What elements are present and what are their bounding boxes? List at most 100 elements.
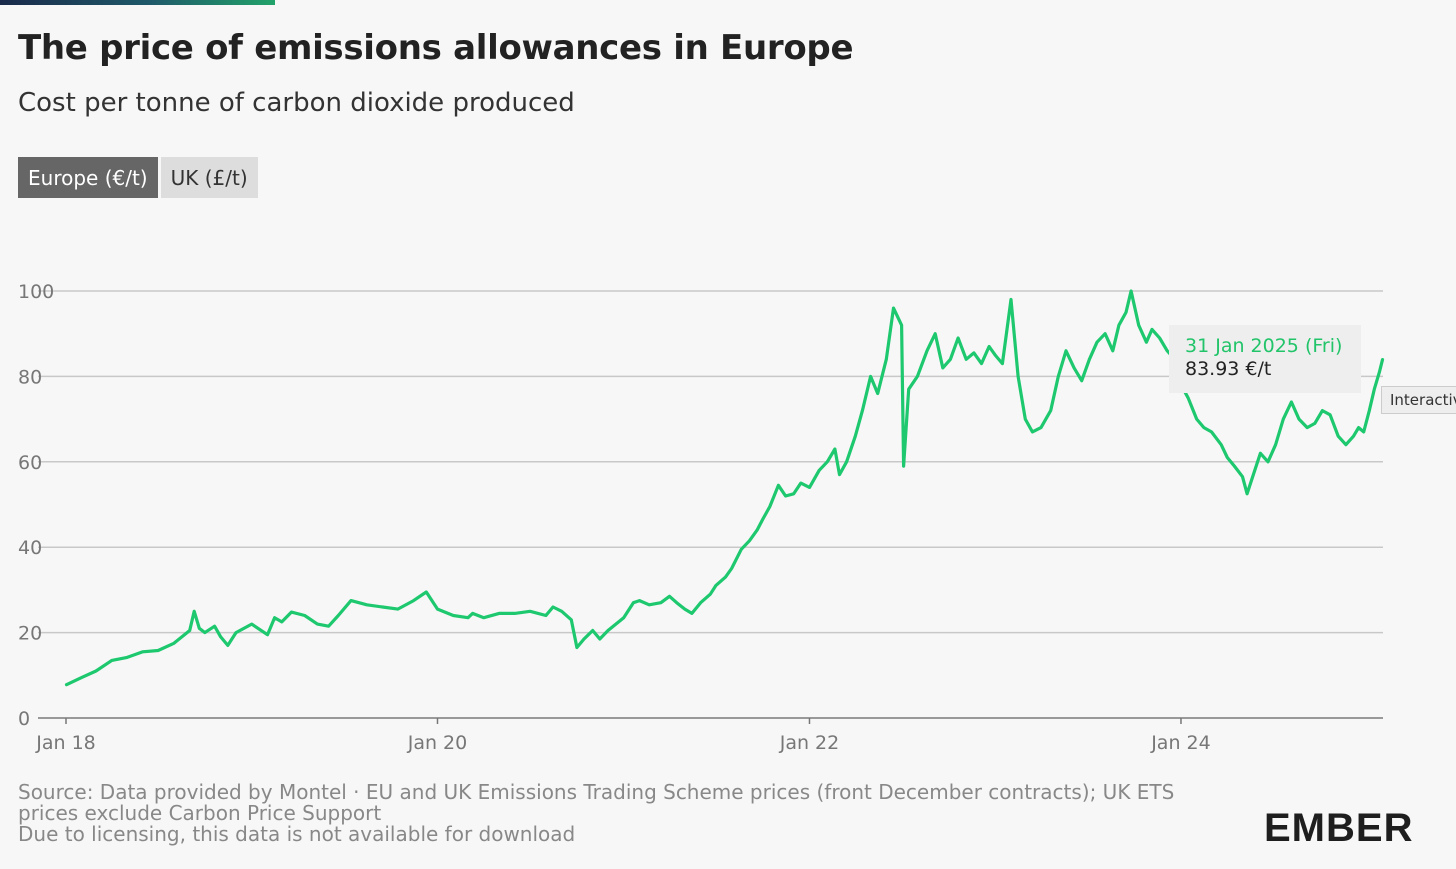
- data-point: [1016, 375, 1020, 378]
- data-point: [1226, 456, 1229, 459]
- data-point: [648, 603, 651, 606]
- data-point: [1321, 409, 1324, 412]
- data-point: [799, 481, 802, 485]
- data-point: [219, 635, 222, 639]
- interactive-badge[interactable]: Interactive: [1381, 386, 1456, 414]
- licensing-text: Due to licensing, this data is not avail…: [18, 822, 576, 846]
- data-point: [466, 616, 470, 619]
- data-point: [381, 605, 384, 609]
- data-point: [808, 486, 811, 489]
- y-tick-label-80: 80: [18, 366, 42, 388]
- tooltip-date: 31 Jan 2025 (Fri): [1185, 335, 1343, 357]
- data-point: [1210, 430, 1213, 434]
- data-point: [925, 349, 929, 352]
- data-point: [1274, 443, 1277, 446]
- data-point: [1352, 435, 1355, 438]
- data-point: [80, 676, 84, 679]
- source-note: Source: Data provided by Montel · EU and…: [18, 782, 1218, 845]
- data-point: [570, 618, 573, 621]
- data-point: [833, 447, 837, 451]
- source-text: Source: Data provided by Montel · EU and…: [18, 780, 1175, 825]
- data-point: [941, 366, 944, 370]
- tab-uk[interactable]: UK (£/t): [160, 157, 258, 198]
- data-point: [156, 649, 160, 652]
- data-point: [1337, 435, 1340, 438]
- data-point: [188, 629, 191, 632]
- data-point: [396, 607, 399, 611]
- x-tick-label-3: Jan 24: [1150, 732, 1211, 754]
- data-point: [861, 409, 864, 412]
- data-point: [1362, 430, 1365, 434]
- y-tick-label-100: 100: [18, 281, 54, 303]
- data-point: [892, 306, 895, 310]
- data-point: [690, 612, 694, 615]
- data-point: [1297, 417, 1301, 421]
- chart-subtitle: Cost per tonne of carbon dioxide produce…: [18, 88, 575, 118]
- tooltip-value: 83.93 €/t: [1185, 358, 1272, 380]
- data-point: [1259, 452, 1262, 455]
- data-point: [1124, 311, 1128, 314]
- data-point: [425, 590, 428, 594]
- data-point: [1245, 492, 1249, 495]
- data-point: [900, 324, 903, 327]
- data-point: [125, 656, 129, 659]
- data-point: [632, 601, 635, 604]
- data-point: [226, 644, 229, 647]
- data-point: [266, 633, 269, 636]
- data-point: [1145, 341, 1148, 344]
- data-point: [544, 614, 548, 617]
- data-point: [972, 351, 976, 355]
- data-point: [838, 473, 841, 476]
- hover-tooltip: 31 Jan 2025 (Fri) 83.93 €/t: [1169, 325, 1361, 393]
- data-point: [916, 375, 919, 378]
- y-axis: 0 20 40 60 80 100: [18, 281, 54, 730]
- data-point: [1057, 375, 1060, 378]
- data-point: [622, 616, 625, 619]
- data-point: [784, 494, 787, 498]
- data-point: [273, 616, 276, 619]
- data-point: [560, 610, 563, 613]
- data-point: [740, 548, 743, 551]
- data-point: [1266, 460, 1270, 463]
- data-point: [1306, 426, 1309, 429]
- tab-europe[interactable]: Europe (€/t): [18, 157, 158, 198]
- data-point: [709, 593, 712, 596]
- data-point: [845, 460, 848, 463]
- data-point: [1088, 358, 1091, 361]
- x-axis: Jan 18 Jan 20 Jan 22 Jan 24: [35, 717, 1383, 754]
- data-point: [1080, 379, 1083, 382]
- data-point: [598, 637, 601, 641]
- chart-title: The price of emissions allowances in Eur…: [18, 28, 854, 68]
- region-tabs: Europe (€/t) UK (£/t): [18, 157, 258, 198]
- data-point: [907, 388, 910, 391]
- data-point: [1220, 443, 1223, 446]
- y-tick-label-20: 20: [18, 623, 42, 645]
- data-point: [730, 567, 733, 570]
- data-point: [327, 625, 330, 628]
- data-point: [1031, 430, 1034, 434]
- data-point: [826, 460, 829, 463]
- data-point: [1186, 396, 1190, 399]
- data-point: [1095, 341, 1099, 344]
- data-point: [1166, 349, 1169, 352]
- data-point: [714, 584, 717, 587]
- data-point: [303, 614, 306, 617]
- data-point: [994, 353, 997, 357]
- data-point: [768, 505, 771, 508]
- data-point: [110, 659, 114, 662]
- data-point: [1313, 422, 1317, 425]
- data-point: [172, 642, 176, 645]
- data-point: [290, 610, 293, 614]
- data-point: [1117, 324, 1121, 327]
- data-point: [582, 637, 586, 641]
- data-point: [1378, 370, 1381, 374]
- data-point: [551, 605, 555, 609]
- data-point: [471, 612, 474, 615]
- data-point: [792, 492, 795, 495]
- data-point: [94, 669, 98, 673]
- data-point: [638, 599, 641, 602]
- data-point: [198, 627, 201, 630]
- data-point: [1049, 409, 1052, 412]
- data-point: [1282, 417, 1285, 421]
